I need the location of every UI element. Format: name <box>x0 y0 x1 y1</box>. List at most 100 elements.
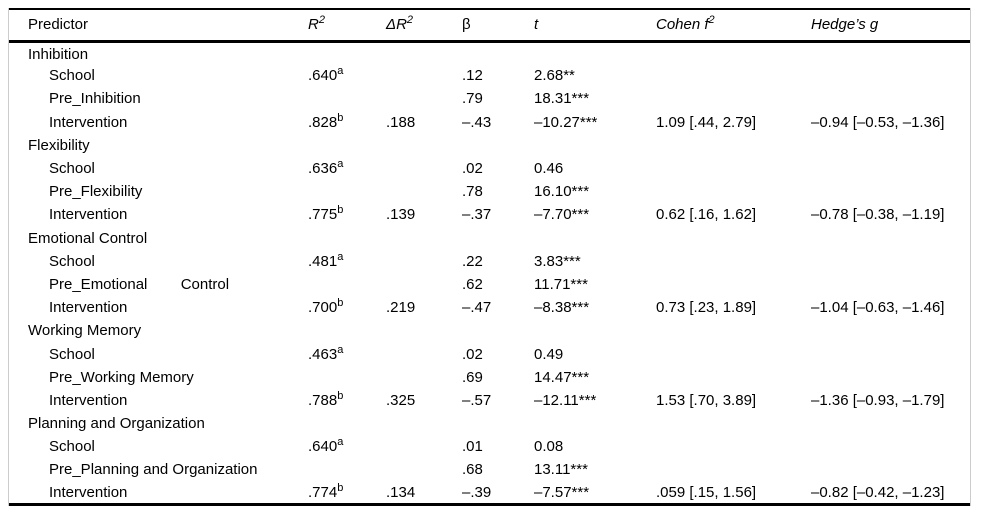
cell-cohen <box>656 273 811 296</box>
cell-value: .188 <box>386 113 416 131</box>
column-header-delta-r2: ΔR2 <box>386 9 462 43</box>
cell-dr2 <box>386 250 462 273</box>
cell-value: Intervention <box>49 483 128 501</box>
cell-t: 0.08 <box>534 435 656 458</box>
cell-value: .62 <box>462 275 483 293</box>
cell-value: Intervention <box>49 299 128 317</box>
cell-beta: –.37 <box>462 203 534 226</box>
cell-t: 2.68** <box>534 64 656 87</box>
cell-cohen: .059 [.15, 1.56] <box>656 482 811 505</box>
cell-hedges: –0.82 [–0.42, –1.23] <box>811 482 970 505</box>
cell-hedges: –1.36 [–0.93, –1.79] <box>811 389 970 412</box>
cell-dr2 <box>386 180 462 203</box>
cell-t: –12.11*** <box>534 389 656 412</box>
cell-t: 3.83*** <box>534 250 656 273</box>
cell-r2: .775b <box>308 203 386 226</box>
cell-t <box>534 134 656 157</box>
cell-value: Intervention <box>49 113 128 131</box>
cell-value: .636 <box>308 160 338 178</box>
cell-value: Intervention <box>49 391 128 409</box>
cell-r2 <box>308 273 386 296</box>
cell-dr2 <box>386 412 462 435</box>
cell-predictor: School <box>9 435 308 458</box>
cell-hedges <box>811 64 970 87</box>
cell-value: .79 <box>462 90 483 108</box>
table-row: Pre_Working Memory .69 14.47*** <box>9 366 970 389</box>
cell-value: .219 <box>386 299 416 317</box>
cell-predictor: Pre_Working Memory <box>9 366 308 389</box>
regression-results-table-container: Predictor R2 ΔR2 β t Cohen f2 Hedge’s g … <box>8 8 971 507</box>
cell-value: –0.82 [–0.42, –1.23] <box>811 483 945 501</box>
cell-cohen <box>656 41 811 64</box>
cell-value: .134 <box>386 483 416 501</box>
cell-value: .640 <box>308 67 338 85</box>
cell-dr2 <box>386 435 462 458</box>
table-row: School .640a .01 0.08 <box>9 435 970 458</box>
cell-beta <box>462 227 534 250</box>
cell-cohen <box>656 180 811 203</box>
cell-value: –.47 <box>462 299 492 317</box>
cell-value: School <box>49 345 95 363</box>
cell-beta: .12 <box>462 64 534 87</box>
cell-cohen: 1.09 [.44, 2.79] <box>656 111 811 134</box>
cell-value: .68 <box>462 461 483 479</box>
cell-value: –10.27*** <box>534 113 598 131</box>
cell-value: 0.73 [.23, 1.89] <box>656 299 757 317</box>
cell-dr2 <box>386 87 462 110</box>
table-row: Pre_Flexibility .78 16.10*** <box>9 180 970 203</box>
cell-beta: .22 <box>462 250 534 273</box>
cell-t: 18.31*** <box>534 87 656 110</box>
cell-t <box>534 319 656 342</box>
group-row: Inhibition <box>9 41 970 64</box>
cell-superscript: b <box>337 111 344 124</box>
cell-cohen <box>656 227 811 250</box>
cell-value: .774 <box>308 483 338 501</box>
cell-dr2 <box>386 458 462 481</box>
cell-value: .463 <box>308 345 338 363</box>
cell-value: 13.11*** <box>534 461 588 479</box>
cell-predictor: Intervention <box>9 389 308 412</box>
cell-t: –7.70*** <box>534 203 656 226</box>
cell-dr2: .219 <box>386 296 462 319</box>
column-header-label: Hedge’s g <box>811 16 879 34</box>
cell-dr2 <box>386 157 462 180</box>
cell-predictor: Pre_Inhibition <box>9 87 308 110</box>
cell-t: –8.38*** <box>534 296 656 319</box>
cell-r2 <box>308 458 386 481</box>
column-header-t: t <box>534 9 656 43</box>
cell-value: –7.57*** <box>534 483 590 501</box>
cell-predictor: Pre_Emotional Control <box>9 273 308 296</box>
cell-predictor: Pre_Flexibility <box>9 180 308 203</box>
table-row: School .640a .12 2.68** <box>9 64 970 87</box>
cell-superscript: b <box>337 297 344 310</box>
cell-superscript: a <box>337 343 344 356</box>
cell-superscript: a <box>337 436 344 449</box>
cell-r2 <box>308 134 386 157</box>
cell-dr2 <box>386 319 462 342</box>
cell-dr2 <box>386 342 462 365</box>
cell-r2: .788b <box>308 389 386 412</box>
cell-t: 0.46 <box>534 157 656 180</box>
column-header-label: Cohen f <box>656 16 709 34</box>
cell-cohen: 0.62 [.16, 1.62] <box>656 203 811 226</box>
cell-value: .828 <box>308 113 338 131</box>
cell-hedges <box>811 87 970 110</box>
cell-beta <box>462 412 534 435</box>
cell-hedges <box>811 250 970 273</box>
cell-beta: –.57 <box>462 389 534 412</box>
cell-value: .139 <box>386 206 416 224</box>
cell-value: School <box>49 160 95 178</box>
column-header-superscript: 2 <box>406 14 414 27</box>
cell-value: School <box>49 67 95 85</box>
cell-t: 13.11*** <box>534 458 656 481</box>
regression-results-table: Predictor R2 ΔR2 β t Cohen f2 Hedge’s g … <box>9 8 970 507</box>
table-row: Intervention .700b .219 –.47 –8.38*** 0.73 [.… <box>9 296 970 319</box>
cell-value: .01 <box>462 438 483 456</box>
table-row: Pre_Emotional Control .62 11.71*** <box>9 273 970 296</box>
cell-value: .481 <box>308 252 338 270</box>
cell-dr2: .134 <box>386 482 462 505</box>
cell-beta: .02 <box>462 157 534 180</box>
cell-r2 <box>308 227 386 250</box>
cell-r2: .640a <box>308 64 386 87</box>
cell-r2 <box>308 180 386 203</box>
